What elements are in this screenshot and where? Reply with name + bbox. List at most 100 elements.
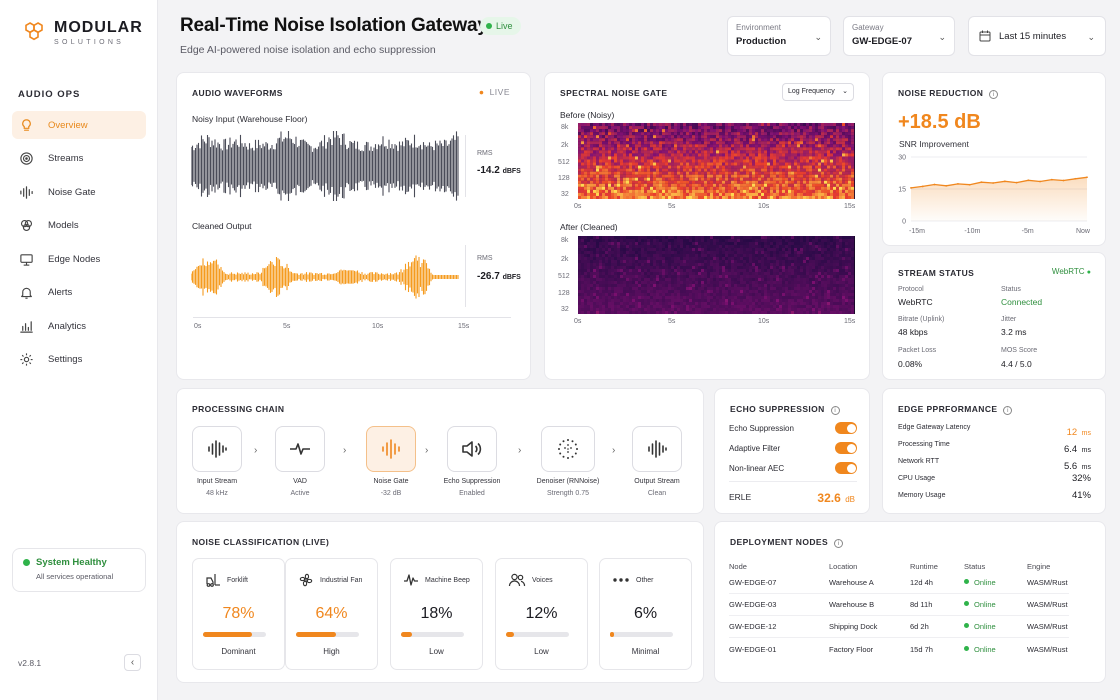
spectrogram-cell — [611, 126, 615, 130]
spectrogram-cell — [815, 129, 819, 133]
spectrogram-cell — [710, 239, 714, 243]
spectrogram-cell — [671, 129, 675, 133]
spectrogram-cell — [611, 162, 615, 166]
spectrogram-cell — [623, 162, 627, 166]
spectrogram-cell — [647, 171, 651, 175]
spectrogram-cell — [797, 165, 801, 169]
spectrogram-cell — [815, 147, 819, 151]
spectrogram-cell — [719, 275, 723, 279]
spectrogram-cell — [593, 251, 597, 255]
spectrogram-cell — [641, 123, 645, 127]
spectrogram-cell — [581, 150, 585, 154]
collapse-sidebar-button[interactable]: ‹ — [124, 654, 141, 671]
sidebar-item-noise-gate[interactable]: Noise Gate — [12, 178, 146, 206]
spectrogram-cell — [581, 135, 585, 139]
spectrogram-cell — [677, 195, 681, 199]
spectrogram-cell — [584, 239, 588, 243]
spectrogram-cell — [722, 141, 726, 145]
spectrogram-cell — [701, 177, 705, 181]
spectrogram-cell — [746, 165, 750, 169]
spectrogram-cell — [767, 153, 771, 157]
spectrogram-cell — [719, 171, 723, 175]
spectrogram-cell — [710, 245, 714, 249]
spectrogram-cell — [818, 260, 822, 264]
spectrogram-cell — [743, 144, 747, 148]
sidebar-item-overview[interactable]: Overview — [12, 111, 146, 139]
spectrogram-cell — [701, 266, 705, 270]
spectrogram-cell — [587, 302, 591, 306]
spectrogram-cell — [743, 290, 747, 294]
spectrogram-cell — [782, 156, 786, 160]
spectrogram-cell — [581, 257, 585, 261]
spectrogram-cell — [788, 308, 792, 312]
spectrogram-cell — [710, 290, 714, 294]
spectrogram-cell — [668, 138, 672, 142]
spectrogram-cell — [593, 177, 597, 181]
spectrogram-cell — [605, 195, 609, 199]
spectrogram-cell — [590, 236, 594, 240]
spectrogram-cell — [647, 296, 651, 300]
spectrogram-cell — [638, 153, 642, 157]
spectrogram-cell — [740, 153, 744, 157]
spectrogram-cell — [599, 293, 603, 297]
spectrogram-cell — [650, 311, 654, 314]
gateway-select[interactable]: Gateway GW-EDGE-07 ⌄ — [843, 16, 955, 56]
spectrogram-cell — [785, 180, 789, 184]
sidebar-item-edge-nodes[interactable]: Edge Nodes — [12, 245, 146, 273]
spectrogram-cell — [803, 147, 807, 151]
sidebar-item-models[interactable]: Models — [12, 212, 146, 240]
spectrogram-cell — [656, 263, 660, 267]
spectrogram-cell — [794, 177, 798, 181]
spectrogram-cell — [833, 254, 837, 258]
spectrogram-cell — [692, 242, 696, 246]
spectrogram-cell — [629, 144, 633, 148]
spectrogram-cell — [797, 260, 801, 264]
spectrogram-cell — [602, 138, 606, 142]
spectrogram-cell — [593, 141, 597, 145]
spectrogram-cell — [611, 245, 615, 249]
spectrogram-cell — [821, 257, 825, 261]
frequency-scale-select[interactable]: Log Frequency ⌄ — [782, 83, 854, 101]
spectrogram-cell — [704, 129, 708, 133]
spectrogram-cell — [791, 260, 795, 264]
spectrogram-cell — [602, 174, 606, 178]
spectrogram-cell — [656, 254, 660, 258]
spectrogram-cell — [785, 153, 789, 157]
spectrogram-cell — [608, 308, 612, 312]
environment-select[interactable]: Environment Production ⌄ — [727, 16, 831, 56]
spectrogram-cell — [788, 129, 792, 133]
spectrogram-cell — [770, 159, 774, 163]
spectrogram-cell — [827, 171, 831, 175]
sidebar-item-settings[interactable]: Settings — [12, 346, 146, 374]
spectrogram-cell — [785, 293, 789, 297]
spectrogram-cell — [722, 260, 726, 264]
spectrogram-cell — [707, 183, 711, 187]
spectrogram-cell — [605, 236, 609, 240]
spectrogram-cell — [776, 245, 780, 249]
spectrogram-cell — [638, 248, 642, 252]
spectrogram-cell — [659, 299, 663, 303]
spectrogram-cell — [611, 272, 615, 276]
spectrogram-cell — [713, 135, 717, 139]
spectrogram-cell — [596, 281, 600, 285]
spectrogram-cell — [581, 281, 585, 285]
sidebar-item-analytics[interactable]: Analytics — [12, 312, 146, 340]
spectrogram-cell — [587, 195, 591, 199]
spectrogram-cell — [761, 287, 765, 291]
spectrogram-cell — [746, 162, 750, 166]
time-range-select[interactable]: Last 15 minutes ⌄ — [968, 16, 1106, 56]
spectrogram-cell — [641, 132, 645, 136]
spectrogram-cell — [680, 195, 684, 199]
spectrogram-cell — [806, 183, 810, 187]
spectrogram-cell — [809, 150, 813, 154]
spectrogram-cell — [767, 308, 771, 312]
spectrogram-cell — [845, 141, 849, 145]
spectrogram-cell — [662, 150, 666, 154]
sidebar-item-alerts[interactable]: Alerts — [12, 279, 146, 307]
spectrogram-cell — [653, 150, 657, 154]
spectrogram-cell — [731, 251, 735, 255]
spectrogram-cell — [806, 123, 810, 127]
spectrogram-cell — [809, 248, 813, 252]
spectrogram-cell — [587, 171, 591, 175]
sidebar-item-streams[interactable]: Streams — [12, 145, 146, 173]
